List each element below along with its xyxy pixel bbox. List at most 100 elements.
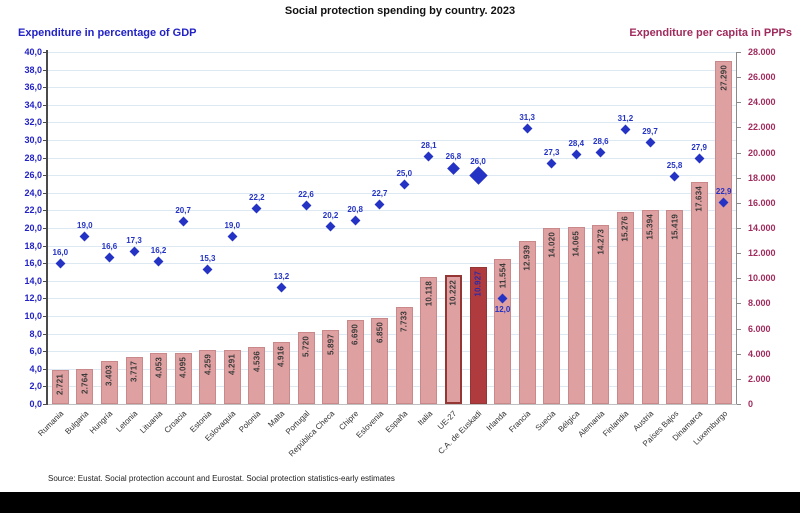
y-tickmark-right [737,52,741,53]
y-tick-label-left: 40,0 [24,47,42,57]
bar-value-label: 2.721 [55,373,65,395]
bar: 2.721 [51,369,69,404]
grid-line [48,192,736,194]
grid-line [48,280,736,282]
y-tickmark-right [737,328,741,330]
bar-value-label: 4.259 [203,354,213,376]
gdp-point-label: 16,6 [101,242,118,252]
bar: 4.291 [223,350,241,404]
bar: 6.850 [371,317,389,404]
y-tickmark-left [43,192,47,194]
source-note: Source: Eustat. Social protection accoun… [48,474,395,483]
gdp-point-label: 16,0 [52,247,69,257]
y-tickmark-left [43,333,47,335]
gdp-point-label: 17,3 [126,236,142,246]
y-tick-label-left: 24,0 [24,187,42,198]
grid-line [48,210,736,212]
bar-value-label: 10.222 [448,280,458,307]
grid-line [48,298,736,300]
bar: 3.403 [100,361,118,404]
bar-value-label: 6.850 [375,321,385,343]
bar: 15.419 [666,210,684,404]
gdp-point-diamond [276,282,287,293]
plot-area: 2.721 2.764 3.403 3.717 4.053 4.095 4.259 4.291… [48,52,736,404]
gdp-point-label: 22,7 [371,188,388,198]
bottom-black-strip [0,492,800,513]
gdp-point-diamond [251,203,262,214]
y-tick-label-left: 26,0 [24,170,42,181]
grid-line [48,245,736,247]
bar-value-label: 3.403 [104,365,114,387]
bar-value-label: 7.733 [399,310,409,332]
gdp-point-diamond [79,231,90,242]
y-tick-label-left: 8,0 [29,328,42,339]
gdp-point-diamond [153,256,164,267]
gdp-point-label: 28,4 [568,138,585,148]
gdp-point-diamond [595,147,606,158]
bar: 2.764 [76,369,94,404]
gdp-point-diamond [546,158,557,169]
bar-value-label: 2.764 [80,373,90,395]
y-tickmark-left [43,122,47,124]
y-tick-label-right: 10.000 [748,273,776,284]
gdp-point-diamond [669,172,680,182]
gdp-point-label: 27,9 [691,142,707,152]
left-axis-title: Expenditure in percentage of GDP [18,27,197,39]
bar: 15.394 [641,210,659,404]
y-tickmark-left [43,140,47,141]
gdp-point-label: 25,8 [666,161,683,171]
y-tick-label-left: 34,0 [24,99,42,110]
y-tickmark-right [737,127,741,129]
y-tickmark-left [43,263,47,265]
bar-value-label: 15.276 [620,215,630,242]
y-tick-label-left: 28,0 [24,152,42,163]
bar-value-label: 14.065 [571,231,581,257]
grid-line [48,87,736,89]
bar-value-label: 4.053 [154,357,164,379]
gdp-point-label: 20,7 [175,206,191,216]
bar: 11.554 [494,258,512,404]
y-tickmark-left [43,368,47,370]
y-tick-label-left: 16,0 [24,258,42,269]
y-tick-label-right: 22.000 [748,122,776,133]
y-tickmark-right [737,228,741,229]
bar: 4.259 [199,350,217,404]
gdp-point-label: 26,8 [445,151,462,161]
bar-value-label: 27.290 [719,64,729,91]
y-tick-label-left: 22,0 [24,205,42,216]
y-tickmark-right [737,353,741,355]
y-tickmark-left [43,104,47,106]
y-tick-label-right: 24.000 [748,97,776,108]
gdp-point-diamond [178,216,189,227]
y-tickmark-right [737,404,741,405]
y-tickmark-left [43,52,47,53]
bar-value-label: 12.939 [522,245,532,271]
bar: 14.273 [592,224,610,404]
bar-value-label: 15.394 [645,214,655,241]
grid-line [48,263,736,265]
y-tickmark-right [737,152,741,154]
gdp-point-label: 29,7 [642,127,658,137]
grid-line [48,122,736,124]
gdp-point-diamond [301,200,311,211]
y-tickmark-right [737,177,741,179]
gdp-point-label: 31,2 [617,113,634,123]
bar: 12.939 [518,241,536,404]
gdp-point-label: 15,3 [199,253,216,263]
y-tickmark-left [43,404,47,405]
grid-line [48,52,736,53]
gdp-point-diamond [104,252,115,263]
gdp-point-label: 27,3 [543,148,560,158]
y-tickmark-left [43,228,47,229]
grid-line [48,157,736,159]
gdp-point-diamond [350,216,361,226]
y-tickmark-left [43,210,47,212]
bar: 14.065 [567,227,585,404]
bar-value-label: 6.690 [350,323,360,345]
y-tickmark-left [43,386,47,388]
gdp-point-label: 28,1 [421,141,437,151]
bar-value-label: 3.717 [129,361,139,383]
gdp-point-label: 19,0 [224,221,241,231]
bar-value-label: 10.118 [424,280,434,307]
